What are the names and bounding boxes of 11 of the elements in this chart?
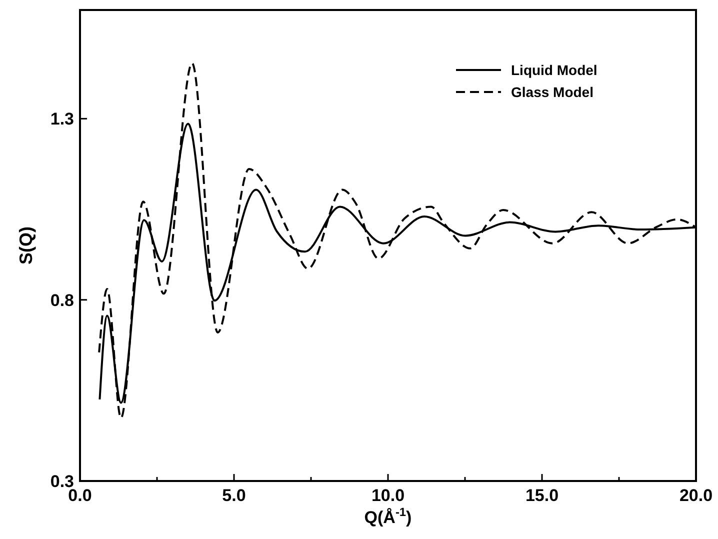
x-tick-label: 10.0 bbox=[371, 486, 405, 505]
legend-label: Glass Model bbox=[511, 84, 594, 100]
y-tick-label: 0.8 bbox=[50, 290, 74, 310]
x-tick-label: 20.0 bbox=[679, 486, 713, 505]
x-axis-title: Q(Å$^{-1}$) bbox=[364, 505, 412, 527]
legend-label: Liquid Model bbox=[511, 62, 598, 78]
y-tick-label: 1.3 bbox=[50, 110, 74, 129]
x-tick-label: 0.0 bbox=[68, 486, 92, 505]
x-tick-label: 15.0 bbox=[525, 486, 559, 505]
y-axis-title: S(Q) bbox=[16, 226, 36, 264]
x-tick-label: 5.0 bbox=[222, 486, 246, 505]
